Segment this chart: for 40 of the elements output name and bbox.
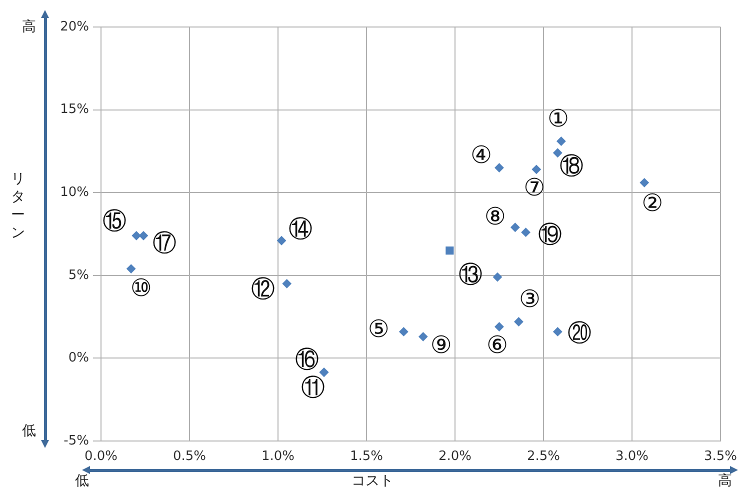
annotation: ⑥ (486, 330, 508, 359)
y-tick-label: -5% (64, 433, 89, 448)
annotation: ⑱ (560, 152, 584, 180)
annotation: ⑦ (524, 174, 546, 202)
annotation: ⑨ (430, 330, 452, 359)
x-tick-label: 3.5% (704, 449, 737, 464)
annotation: ⑳ (568, 318, 592, 347)
annotation: ⑩ (130, 274, 152, 302)
y-tick-label: 0% (68, 350, 89, 366)
annotation: ④ (470, 140, 492, 169)
x-tick-label: 0.0% (84, 449, 118, 464)
annotation: ⑧ (484, 202, 506, 231)
x-tick-label: 3.0% (615, 449, 649, 464)
annotation: ⑭ (288, 214, 313, 243)
y-tick-label: 10% (60, 184, 89, 200)
x-axis-title: コスト (352, 473, 394, 489)
annotation: ⑫ (250, 274, 275, 303)
text: 低 (75, 473, 89, 489)
annotation: ⑰ (152, 228, 176, 257)
annotation: ⑬ (458, 260, 482, 288)
text: 低 (22, 423, 36, 439)
annotation: ⑪ (301, 374, 326, 402)
annotation: ② (642, 188, 664, 217)
annotation: ③ (518, 285, 540, 313)
annotation: ⑤ (368, 314, 390, 343)
annotation: ⑯ (295, 346, 320, 374)
annotation: ⑮ (102, 206, 126, 235)
annotation: ⑲ (538, 220, 562, 249)
x-tick-label: 1.0% (261, 449, 295, 464)
text: 高 (22, 19, 36, 35)
annotation: ① (547, 104, 569, 132)
x-tick-label: 0.5% (172, 449, 206, 464)
text: 高 (718, 473, 732, 489)
y-tick-label: 20% (60, 19, 89, 34)
x-tick-label: 2.5% (526, 449, 560, 464)
y-tick-label: 5% (68, 268, 89, 283)
x-tick-label: 2.0% (438, 449, 472, 464)
y-tick-label: 15% (60, 102, 89, 118)
x-tick-label: 1.5% (350, 449, 384, 464)
y-axis-title: リターン (10, 170, 26, 242)
